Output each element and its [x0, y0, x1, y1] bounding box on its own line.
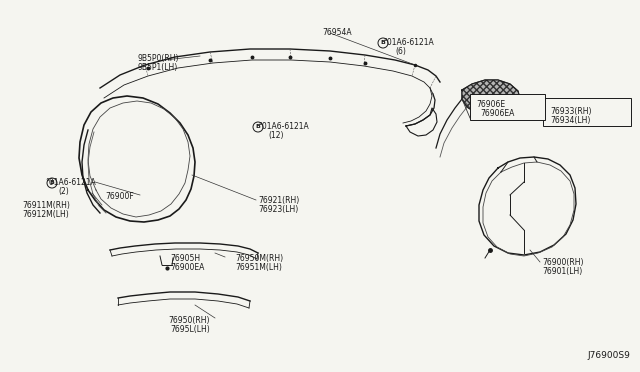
Text: 76900EA: 76900EA [170, 263, 204, 272]
Text: 7695L(LH): 7695L(LH) [170, 325, 210, 334]
Text: 76912M(LH): 76912M(LH) [22, 210, 68, 219]
Polygon shape [462, 80, 520, 116]
Text: 76906EA: 76906EA [480, 109, 515, 118]
Text: 76923(LH): 76923(LH) [258, 205, 298, 214]
Text: 76950M(RH): 76950M(RH) [235, 254, 283, 263]
Text: 76921(RH): 76921(RH) [258, 196, 300, 205]
Text: (6): (6) [395, 47, 406, 56]
Text: 76901(LH): 76901(LH) [542, 267, 582, 276]
Text: °01A6-6121A: °01A6-6121A [258, 122, 308, 131]
Text: 76900(RH): 76900(RH) [542, 258, 584, 267]
Text: 76934(LH): 76934(LH) [550, 116, 590, 125]
Text: 76911M(RH): 76911M(RH) [22, 201, 70, 210]
Text: 76933(RH): 76933(RH) [550, 107, 591, 116]
Text: 76950(RH): 76950(RH) [168, 316, 209, 325]
Bar [470, 94, 545, 120]
Text: 9B5P0(RH): 9B5P0(RH) [138, 54, 179, 63]
Text: (2): (2) [58, 187, 68, 196]
Text: B: B [49, 180, 54, 186]
Text: B: B [381, 41, 385, 45]
Text: 76900F: 76900F [105, 192, 134, 201]
Text: °01A6-6121A: °01A6-6121A [45, 178, 96, 187]
Text: 9B5P1(LH): 9B5P1(LH) [138, 63, 179, 72]
Text: J76900S9: J76900S9 [587, 351, 630, 360]
Text: (12): (12) [268, 131, 284, 140]
Text: 76905H: 76905H [170, 254, 200, 263]
Text: 76951M(LH): 76951M(LH) [235, 263, 282, 272]
Text: 76954A: 76954A [322, 28, 351, 37]
Bar [543, 98, 631, 126]
Text: B: B [255, 125, 260, 129]
Text: °01A6-6121A: °01A6-6121A [383, 38, 434, 47]
Text: 76906E: 76906E [476, 100, 505, 109]
